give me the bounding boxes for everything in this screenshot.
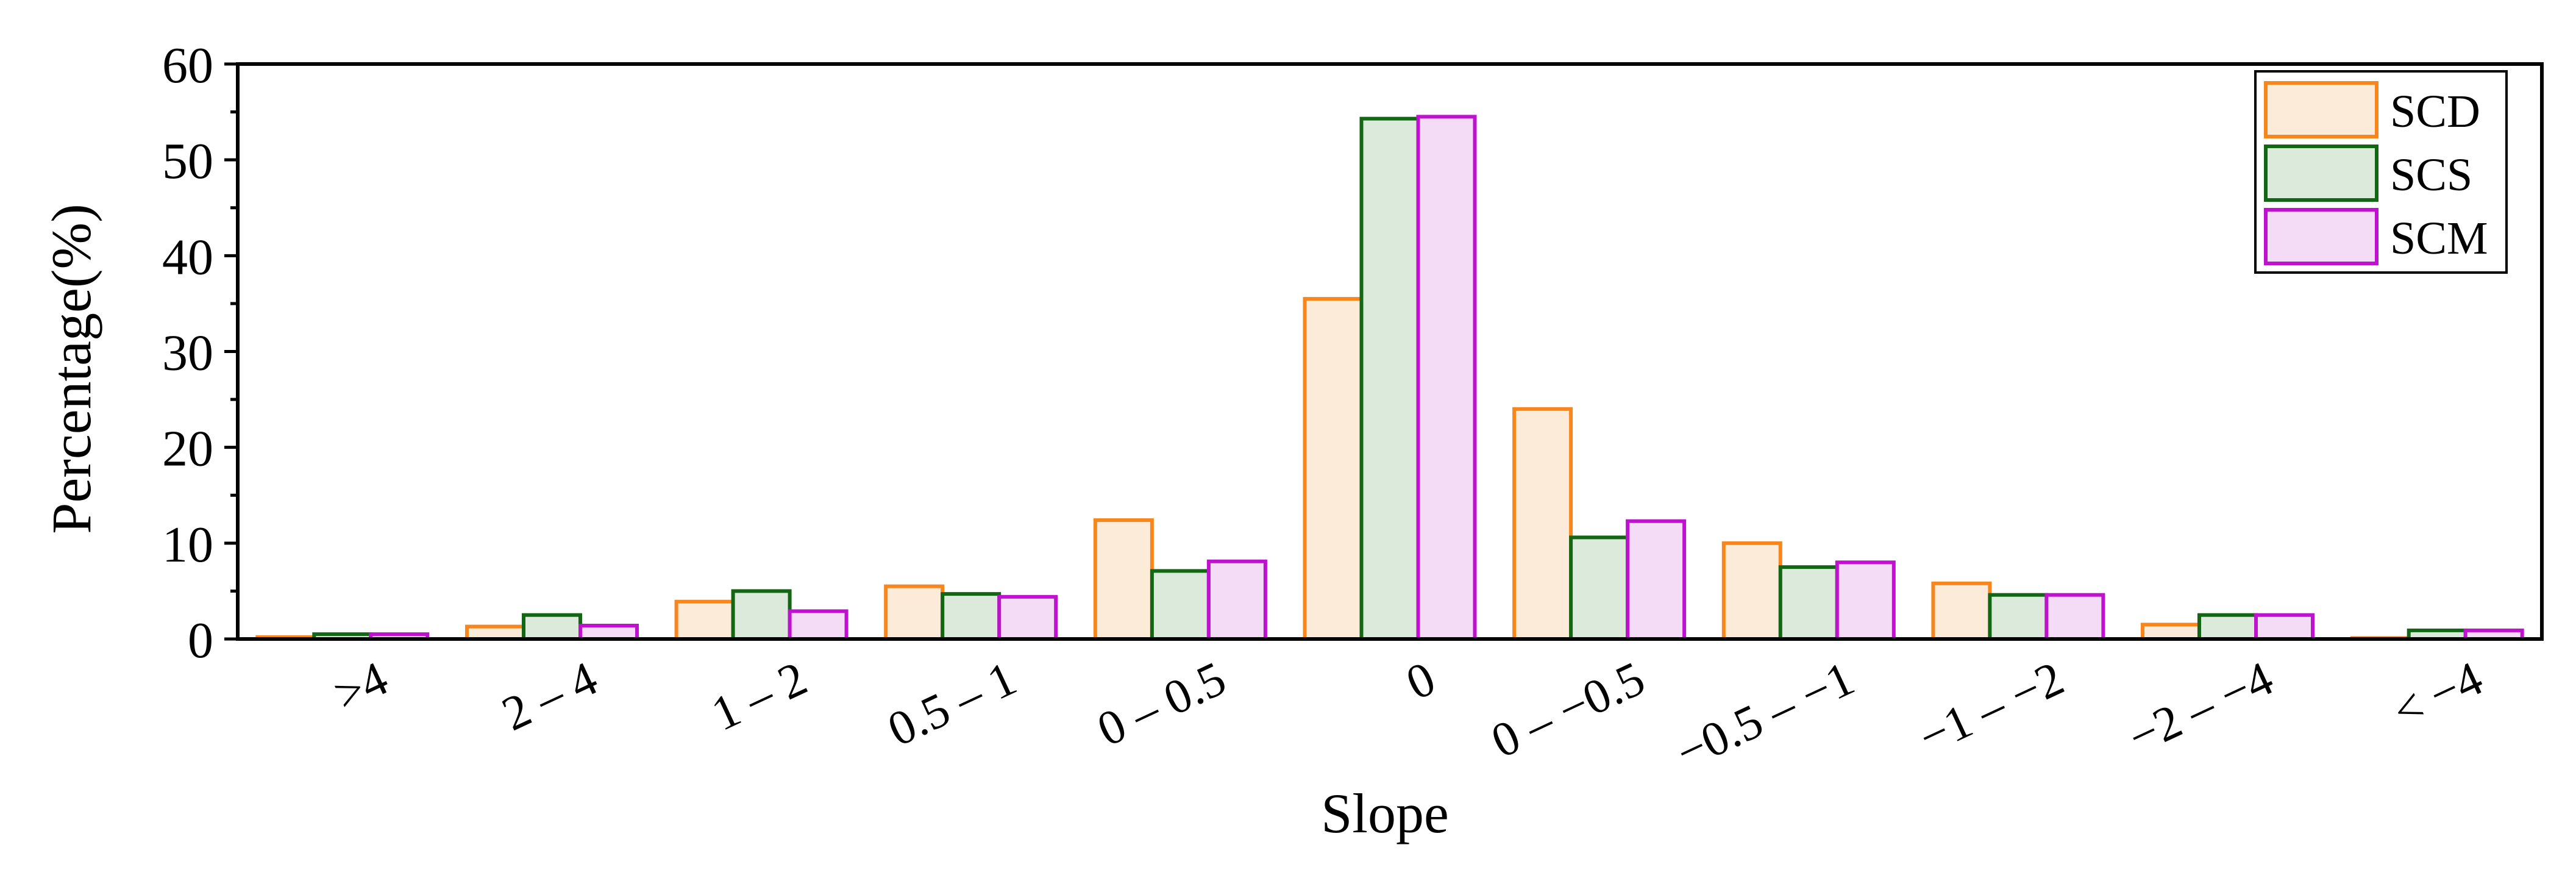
bar-scm-6 — [1626, 519, 1687, 641]
bar-scd-3 — [884, 584, 945, 641]
x-tick-label-5: 0 — [1398, 652, 1443, 711]
y-tick-label-20: 20 — [162, 421, 213, 477]
bar-scs-5 — [1359, 116, 1420, 641]
y-tick-label-60: 60 — [162, 37, 213, 94]
x-tick-label-2: 1 – 2 — [704, 652, 815, 741]
bar-scd-1 — [465, 624, 525, 641]
bar-scm-7 — [1835, 560, 1896, 641]
legend: SCD SCS SCM — [2254, 70, 2508, 274]
y-tick-label-30: 30 — [162, 325, 213, 382]
x-tick-label-1: 2 – 4 — [494, 652, 605, 741]
bar-scd-2 — [674, 599, 735, 641]
x-tick-label-4: 0 – 0.5 — [1089, 652, 1234, 757]
bar-scm-5 — [1416, 115, 1477, 641]
bar-scm-9 — [2254, 613, 2314, 641]
bar-scm-1 — [578, 624, 639, 641]
x-tick-label-0: >4 — [326, 652, 396, 723]
bars-layer — [255, 115, 2524, 641]
y-tick-label-10: 10 — [162, 516, 213, 573]
legend-swatch-scs — [2264, 145, 2379, 202]
legend-label-scm: SCM — [2390, 213, 2488, 264]
x-tick-label-10: < −4 — [2385, 652, 2490, 739]
bar-scs-3 — [941, 592, 1002, 641]
bar-scd-4 — [1093, 518, 1154, 641]
bar-scs-6 — [1569, 535, 1630, 641]
bar-scs-8 — [1988, 593, 2049, 641]
bar-scd-9 — [2141, 623, 2201, 641]
bar-scm-8 — [2044, 593, 2105, 641]
bar-scs-7 — [1778, 565, 1839, 641]
x-axis-label: Slope — [1321, 782, 1449, 844]
bar-scm-3 — [997, 594, 1058, 641]
x-tick-label-6: 0 – −0.5 — [1484, 652, 1653, 769]
bar-scs-9 — [2197, 613, 2258, 641]
bar-scd-8 — [1931, 581, 1992, 641]
x-tick-label-7: −0.5 – −1 — [1668, 652, 1862, 780]
bar-scm-2 — [788, 609, 849, 641]
bar-scs-4 — [1150, 569, 1211, 641]
bar-scd-7 — [1721, 541, 1782, 641]
bar-scs-2 — [731, 589, 792, 641]
bar-scd-6 — [1512, 407, 1573, 641]
x-tick-label-9: −2 – −4 — [2120, 652, 2281, 765]
legend-swatch-scm — [2264, 208, 2379, 265]
legend-label-scs: SCS — [2390, 149, 2472, 201]
legend-label-scd: SCD — [2390, 86, 2480, 137]
x-tick-label-3: 0.5 – 1 — [880, 652, 1025, 757]
bar-scm-4 — [1206, 559, 1267, 641]
x-tick-label-8: −1 – −2 — [1911, 652, 2072, 765]
y-tick-label-40: 40 — [162, 229, 213, 285]
y-tick-label-0: 0 — [188, 612, 213, 669]
legend-swatch-scd — [2264, 81, 2379, 138]
bar-scs-1 — [522, 613, 582, 641]
y-axis-label: Percentage(%) — [40, 204, 102, 534]
y-tick-label-50: 50 — [162, 133, 213, 190]
bar-scd-5 — [1303, 297, 1364, 641]
